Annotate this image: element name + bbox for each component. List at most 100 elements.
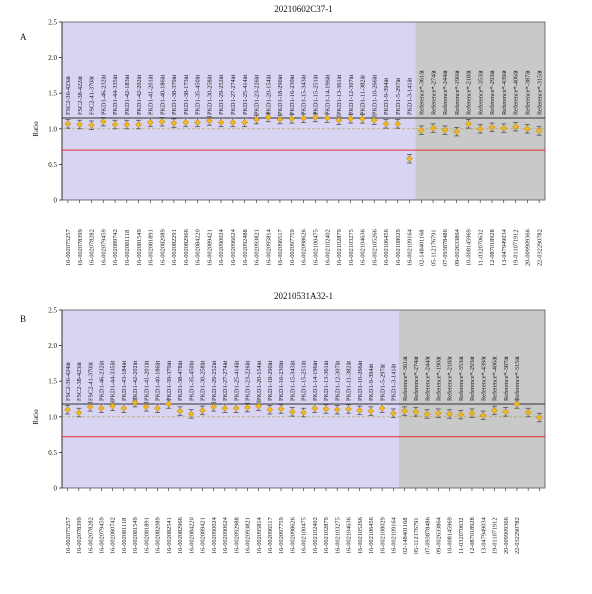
data-point bbox=[232, 404, 240, 412]
top-label: Reference*-190ät bbox=[435, 356, 442, 401]
y-tick-label: 1.5 bbox=[48, 378, 57, 386]
x-tick-label: 20-009909366 bbox=[503, 517, 510, 554]
x-tick-label: 12-087018928 bbox=[469, 517, 476, 554]
data-point bbox=[476, 125, 484, 133]
data-point bbox=[300, 409, 307, 416]
top-label: PKD1-40-186ät bbox=[159, 75, 166, 115]
data-point bbox=[64, 406, 71, 414]
top-label: PKD1-3-141ät bbox=[391, 364, 398, 401]
top-label: PKD1-44-335ät bbox=[110, 361, 117, 401]
data-point bbox=[194, 119, 201, 126]
panel-letter: A bbox=[20, 32, 27, 42]
top-label: PKD1-14-196ät bbox=[312, 361, 319, 401]
top-label: PKD1-12-307ät bbox=[334, 361, 341, 401]
data-point bbox=[524, 409, 532, 416]
x-tick-label: 16-002090024 bbox=[218, 228, 225, 266]
data-point bbox=[170, 119, 178, 127]
top-label: Reference*-274ät bbox=[430, 70, 437, 115]
top-label: PKD1-38-173ät bbox=[183, 75, 190, 115]
x-tick-label: 16-002082089 bbox=[155, 517, 162, 554]
top-label: PKD1-35-450ät bbox=[188, 361, 195, 401]
data-point bbox=[453, 128, 460, 136]
data-point bbox=[479, 412, 487, 419]
x-tick-label: 16-002081549 bbox=[136, 229, 143, 266]
x-tick-label: 16-002081118 bbox=[121, 518, 128, 554]
data-point bbox=[335, 116, 343, 124]
x-tick-label: 16-002097759 bbox=[289, 229, 296, 266]
top-label: PKD1-41-201ät bbox=[148, 75, 155, 115]
data-point bbox=[288, 408, 296, 416]
top-label: Reference*-439ät bbox=[480, 356, 487, 401]
top-label: FSC2-38-422ät bbox=[77, 76, 84, 115]
data-point bbox=[412, 408, 420, 416]
top-label: Reference*-274ät bbox=[413, 356, 420, 401]
x-tick-label: 11-032070632 bbox=[458, 518, 465, 555]
x-tick-label: 16-002079459 bbox=[100, 229, 107, 266]
data-point bbox=[370, 116, 378, 124]
top-label: PKD1-30-258ät bbox=[200, 361, 207, 401]
top-label: Reference*-361ät bbox=[402, 356, 409, 401]
x-tick-label: 16-002102879 bbox=[336, 229, 343, 266]
top-label: PKD1-42-183ät bbox=[124, 75, 131, 115]
x-tick-label: 16-002096624 bbox=[230, 228, 237, 266]
top-label: PKD1-42-202ät bbox=[132, 361, 139, 401]
top-label: PKD1-46-232ät bbox=[99, 361, 106, 401]
data-point bbox=[367, 407, 375, 415]
top-label: PKD1-38-478ät bbox=[177, 361, 184, 401]
top-label: PKD1-20-154ät bbox=[256, 361, 263, 401]
x-tick-label: 16-002081118 bbox=[124, 230, 131, 266]
x-tick-label: 13-047949034 bbox=[501, 228, 508, 266]
top-label: PKD1-3-141ät bbox=[407, 78, 414, 115]
y-tick-label: 2.0 bbox=[48, 342, 57, 350]
x-tick-label: 16-002096517 bbox=[267, 517, 274, 554]
data-point bbox=[406, 155, 413, 163]
top-label: PKD1-18-290ät bbox=[267, 361, 274, 401]
x-tick-label: 09-002633864 bbox=[435, 516, 442, 554]
x-tick-label: 16-002092488 bbox=[242, 229, 249, 266]
top-label: PKD1-11-382ät bbox=[346, 361, 353, 401]
y-tick-label: 0 bbox=[54, 197, 58, 205]
x-tick-label: 07-093878486 bbox=[424, 517, 431, 554]
x-tick-label: 12-087018928 bbox=[489, 229, 496, 266]
data-point bbox=[465, 120, 472, 128]
x-tick-label: 16-002095814 bbox=[256, 516, 263, 554]
y-tick-label: 0.5 bbox=[48, 161, 57, 169]
top-label: PKD1-43-184ät bbox=[121, 361, 128, 401]
data-point bbox=[221, 404, 229, 412]
data-point bbox=[491, 407, 498, 414]
top-label: PKD1-5-297ät bbox=[395, 78, 402, 115]
x-tick-label: 16-002093821 bbox=[245, 517, 252, 554]
top-label: PKD1-41-201ät bbox=[143, 361, 150, 401]
x-tick-label: 16-002097759 bbox=[278, 517, 285, 554]
data-point bbox=[241, 119, 248, 126]
x-tick-label: 16-002096517 bbox=[277, 229, 284, 266]
x-tick-label: 02-148401168 bbox=[402, 518, 409, 555]
data-point bbox=[266, 406, 274, 414]
data-point bbox=[229, 119, 237, 126]
x-tick-label: 16-002104636 bbox=[360, 229, 367, 266]
chart-title: 20210531A32-1 bbox=[274, 291, 333, 301]
top-label: PKD1-27-274ät bbox=[222, 361, 229, 401]
data-point bbox=[512, 123, 519, 131]
x-tick-label: 22-032290782 bbox=[514, 517, 521, 554]
top-label: Reference*-353ät bbox=[477, 70, 484, 115]
top-label: Reference*-353ät bbox=[458, 356, 465, 401]
data-point bbox=[276, 116, 284, 123]
x-tick-label: 07-093878486 bbox=[442, 229, 449, 266]
data-point bbox=[187, 410, 195, 418]
data-point bbox=[417, 126, 425, 134]
chart-panel-a: 20210602C37-1 A 0 0.5 1.0 1.5 2.0 2.5 Ratio FSC2-… bbox=[20, 4, 546, 266]
x-tick-label: 16-002106456 bbox=[368, 517, 375, 554]
x-tick-label: 16-002106456 bbox=[383, 229, 390, 266]
data-point bbox=[142, 403, 150, 411]
data-point bbox=[76, 121, 84, 128]
x-tick-label: 16-002100475 bbox=[312, 229, 319, 266]
x-tick-label: 16-002081891 bbox=[143, 517, 150, 554]
top-label: PKD1-15-251ät bbox=[312, 75, 319, 115]
data-point bbox=[523, 125, 531, 133]
y-tick-label: 2.0 bbox=[48, 54, 57, 62]
reference-region bbox=[398, 310, 545, 488]
x-tick-label: 16-002090024 bbox=[211, 516, 218, 554]
top-label: PKD1-29-252ät bbox=[218, 75, 225, 115]
